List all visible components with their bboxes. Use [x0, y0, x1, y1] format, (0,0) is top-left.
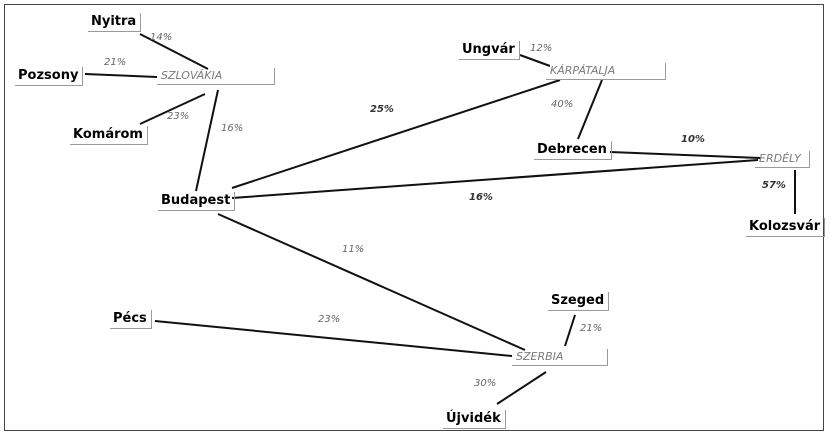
node-ungvar: Ungvár [459, 41, 520, 60]
node-szerbia: SZERBIA [512, 349, 608, 366]
node-karpatalja: KÁRPÁTALJA [546, 63, 666, 80]
edge-szeged-szerbia [564, 314, 576, 347]
edge-label-komarom: 23% [167, 111, 190, 122]
edge-label-budapest-erdely: 16% [469, 192, 493, 203]
node-komarom: Komárom [70, 126, 148, 145]
edge-label-budapest-karpatalja: 25% [370, 104, 394, 115]
edge-label-ungvar: 12% [530, 43, 553, 54]
edge-label-kolozsvar: 57% [762, 180, 786, 191]
node-nyitra: Nyitra [88, 13, 142, 32]
edge-label-budapest-szlovakia: 16% [221, 123, 244, 134]
edge-label-debrecen-karpatalja: 40% [551, 99, 574, 110]
edge-budapest-karpatalja [231, 79, 561, 189]
edge-budapest-szerbia [217, 213, 526, 351]
node-budapest: Budapest [158, 192, 236, 211]
edge-ujvidek-szerbia [496, 371, 547, 405]
edge-label-ujvidek: 30% [474, 378, 497, 389]
edge-label-pozsony: 21% [104, 57, 127, 68]
edge-debrecen-erdely [609, 151, 761, 159]
edge-komarom-szlovakia [139, 93, 206, 125]
edge-label-szeged: 21% [580, 323, 603, 334]
diagram-frame [4, 4, 824, 431]
node-ujvidek: Újvidék [443, 410, 506, 429]
node-pecs: Pécs [110, 310, 152, 329]
edge-pozsony-szlovakia [84, 73, 158, 78]
edge-budapest-szlovakia [195, 89, 219, 192]
edge-label-debrecen-erdely: 10% [681, 134, 705, 145]
edge-label-pecs: 23% [318, 314, 341, 325]
node-szlovakia: SZLOVÁKIA [157, 68, 275, 85]
node-erdely: ERDÉLY [755, 151, 810, 168]
edge-budapest-erdely [231, 159, 759, 199]
node-pozsony: Pozsony [15, 67, 84, 86]
edge-label-nyitra: 14% [150, 32, 173, 43]
edge-label-budapest-szerbia: 11% [342, 244, 365, 255]
node-debrecen: Debrecen [534, 141, 612, 160]
node-kolozsvar: Kolozsvár [746, 218, 826, 237]
edge-ungvar-karpatalja [519, 54, 551, 67]
edge-nyitra-szlovakia [139, 33, 209, 70]
edge-debrecen-karpatalja [577, 79, 603, 140]
edge-pecs-szerbia [154, 320, 513, 357]
node-szeged: Szeged [548, 292, 610, 311]
